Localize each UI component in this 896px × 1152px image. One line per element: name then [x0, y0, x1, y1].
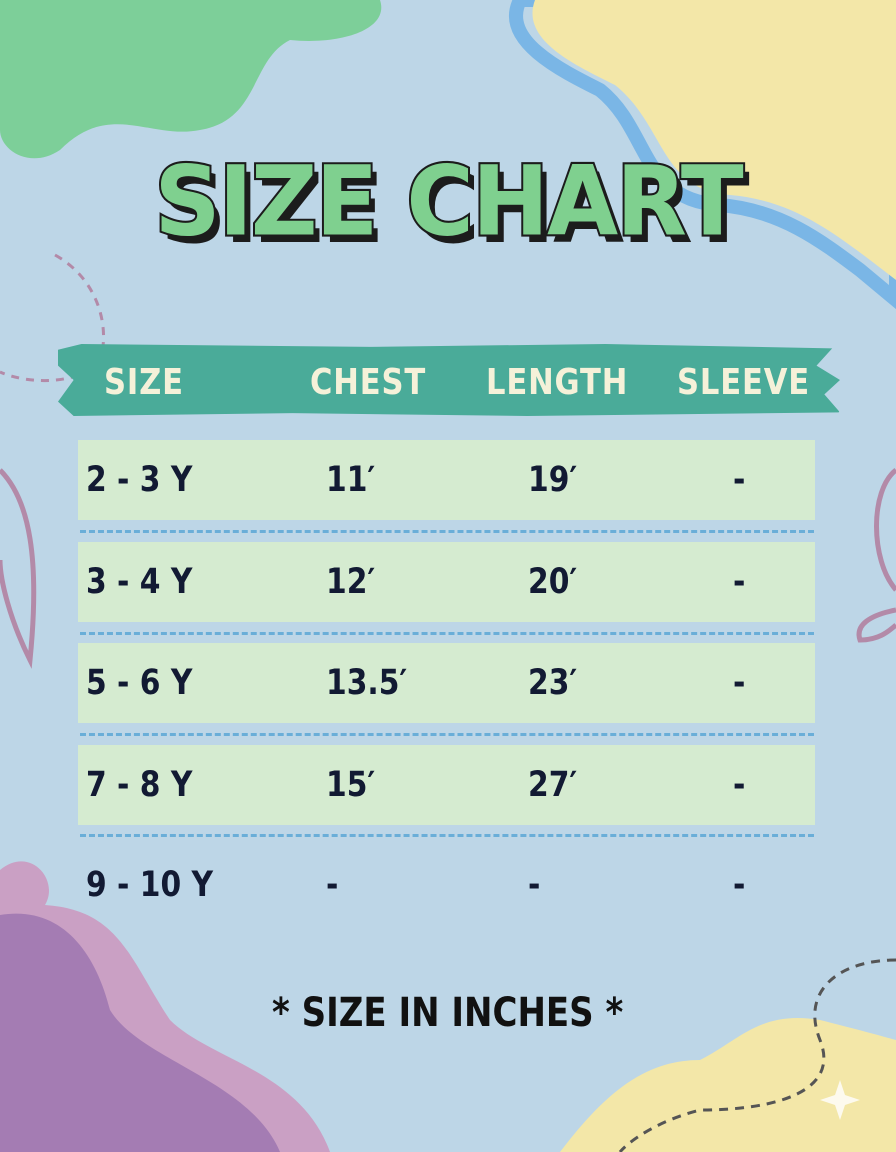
- row-divider: [80, 530, 814, 533]
- cell-size: 5 - 6 Y: [86, 663, 193, 703]
- cell-chest: 11′: [326, 460, 376, 500]
- cell-size: 2 - 3 Y: [86, 460, 193, 500]
- cell-sleeve: -: [733, 562, 746, 602]
- dashed-curve-right: [618, 958, 896, 1152]
- cell-chest: -: [326, 865, 339, 905]
- header-chest: CHEST: [310, 362, 427, 403]
- table-row: [78, 745, 815, 825]
- cell-length: 23′: [528, 663, 578, 703]
- cell-length: 19′: [528, 460, 578, 500]
- table-header-bar: [58, 344, 840, 416]
- table-row: [78, 643, 815, 723]
- cell-size: 3 - 4 Y: [86, 562, 193, 602]
- yellow-blob-outline: [509, 0, 896, 310]
- yellow-blob-bottom: [560, 1018, 896, 1152]
- green-blob: [0, 0, 382, 159]
- row-divider: [80, 733, 814, 736]
- cell-length: -: [528, 865, 541, 905]
- cell-chest: 13.5′: [326, 663, 408, 703]
- cell-size: 9 - 10 Y: [86, 865, 214, 905]
- leaf-right: [856, 468, 896, 643]
- units-note: * SIZE IN INCHES *: [0, 990, 896, 1036]
- cell-sleeve: -: [733, 663, 746, 703]
- cell-sleeve: -: [733, 460, 746, 500]
- yellow-blob: [532, 0, 896, 280]
- header-sleeve: SLEEVE: [677, 362, 811, 403]
- cell-sleeve: -: [733, 865, 746, 905]
- header-length: LENGTH: [486, 362, 629, 403]
- header-size: SIZE: [104, 362, 184, 403]
- row-divider: [80, 834, 814, 837]
- table-row: [78, 542, 815, 622]
- purple-blob-inner: [0, 913, 280, 1152]
- cell-length: 20′: [528, 562, 578, 602]
- sparkle-icon: [820, 1080, 860, 1120]
- cell-length: 27′: [528, 765, 578, 805]
- leaf-left: [0, 468, 37, 669]
- cell-chest: 15′: [326, 765, 376, 805]
- cell-sleeve: -: [733, 765, 746, 805]
- row-divider: [80, 632, 814, 635]
- page-title: SIZE CHART: [152, 143, 745, 260]
- cell-size: 7 - 8 Y: [86, 765, 193, 805]
- units-note-text: * SIZE IN INCHES *: [272, 990, 624, 1036]
- cell-chest: 12′: [326, 562, 376, 602]
- table-row: [78, 440, 815, 520]
